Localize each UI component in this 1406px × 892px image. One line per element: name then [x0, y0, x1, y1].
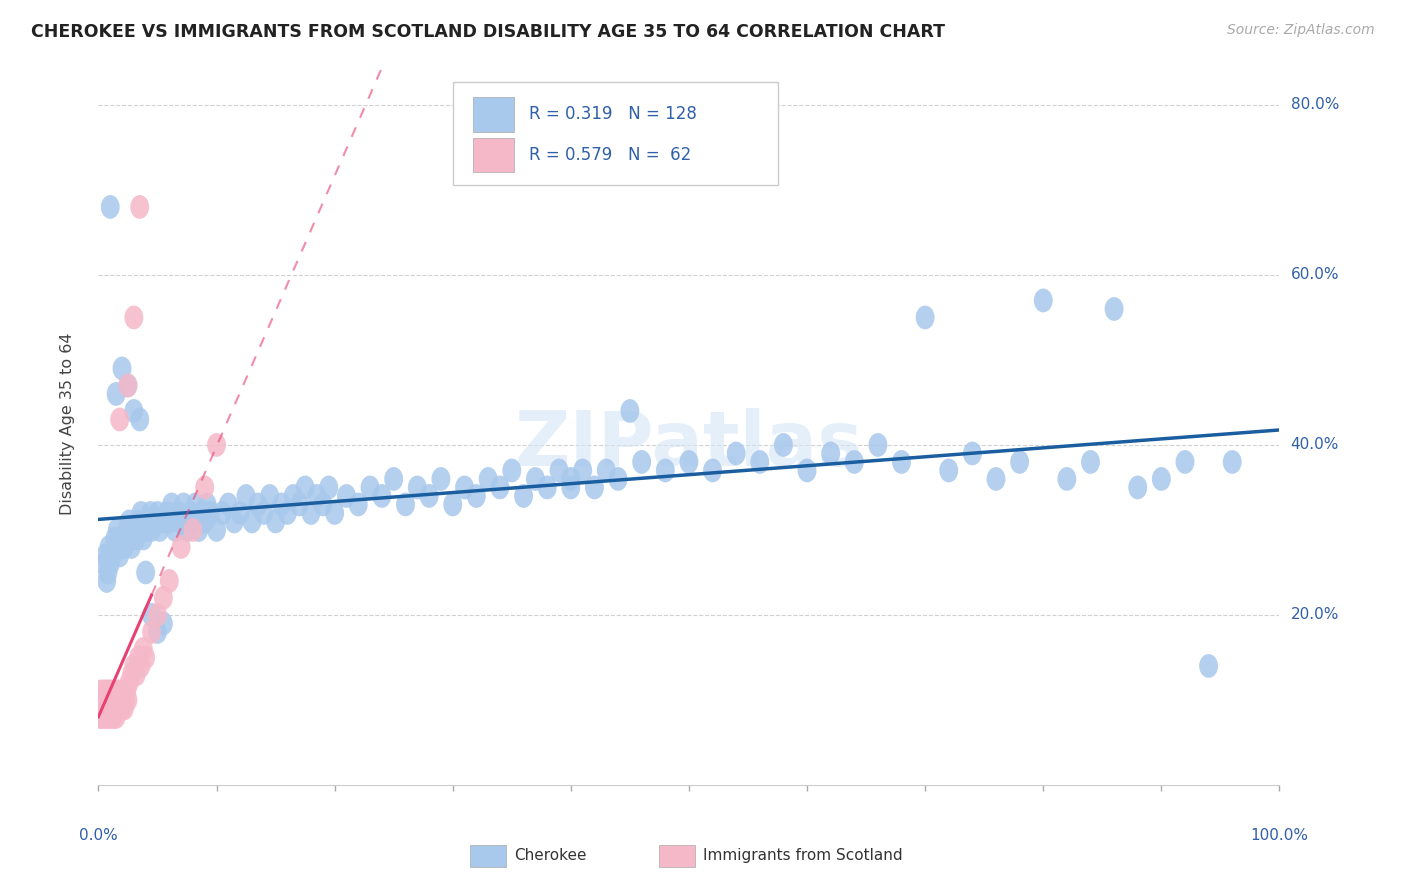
Text: R = 0.319   N = 128: R = 0.319 N = 128 [530, 105, 697, 123]
Text: 80.0%: 80.0% [1291, 97, 1339, 112]
Text: Immigrants from Scotland: Immigrants from Scotland [703, 848, 903, 863]
Y-axis label: Disability Age 35 to 64: Disability Age 35 to 64 [60, 333, 75, 515]
Text: 60.0%: 60.0% [1291, 268, 1339, 283]
Text: Source: ZipAtlas.com: Source: ZipAtlas.com [1227, 23, 1375, 37]
Text: 100.0%: 100.0% [1250, 829, 1309, 843]
FancyBboxPatch shape [453, 82, 778, 185]
Text: Cherokee: Cherokee [515, 848, 586, 863]
Text: R = 0.579   N =  62: R = 0.579 N = 62 [530, 146, 692, 164]
FancyBboxPatch shape [472, 97, 515, 132]
Text: ZIPatlas: ZIPatlas [515, 409, 863, 483]
Text: 40.0%: 40.0% [1291, 437, 1339, 452]
Text: 20.0%: 20.0% [1291, 607, 1339, 623]
Text: CHEROKEE VS IMMIGRANTS FROM SCOTLAND DISABILITY AGE 35 TO 64 CORRELATION CHART: CHEROKEE VS IMMIGRANTS FROM SCOTLAND DIS… [31, 23, 945, 41]
FancyBboxPatch shape [659, 845, 695, 867]
FancyBboxPatch shape [471, 845, 506, 867]
FancyBboxPatch shape [472, 137, 515, 172]
Text: 0.0%: 0.0% [79, 829, 118, 843]
